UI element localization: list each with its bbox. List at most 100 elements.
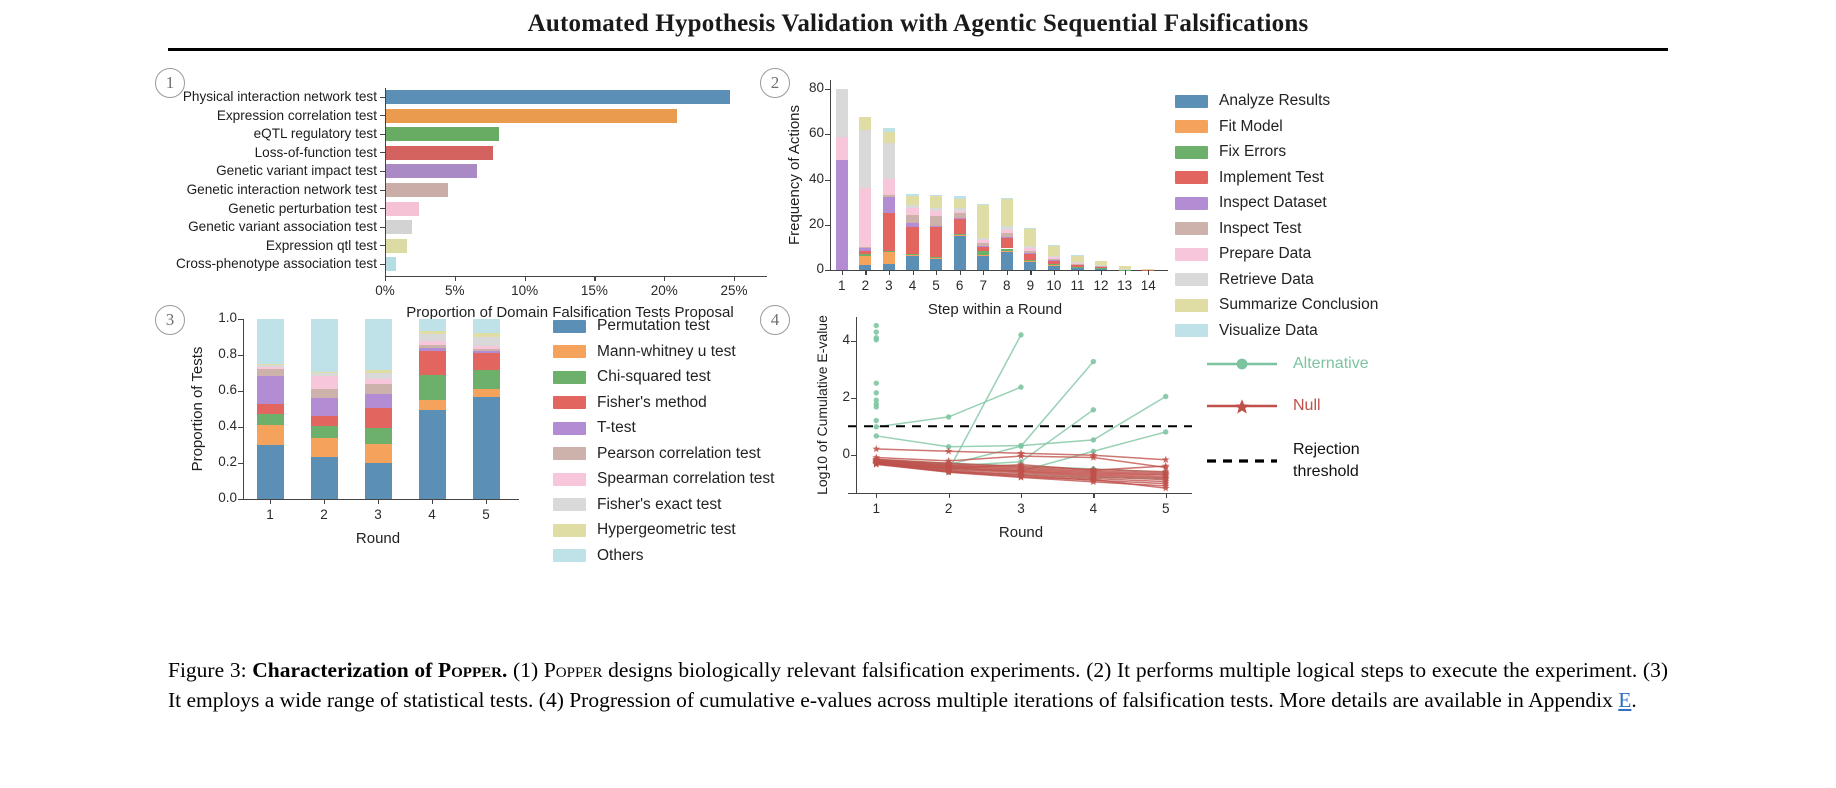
panel2-xtick xyxy=(912,270,914,275)
panel2-bar-segment xyxy=(1047,260,1061,265)
panel3-bar-segment xyxy=(418,399,446,410)
panel2-legend-item: Implement Test xyxy=(1175,169,1378,187)
panel3-xtick xyxy=(432,499,434,504)
panel3-bar-segment xyxy=(364,408,392,428)
panel2-bar-segment xyxy=(859,247,872,248)
appendix-link[interactable]: E xyxy=(1618,688,1632,712)
panel3-bar-segment xyxy=(472,319,500,333)
panel2-bar-segment xyxy=(835,89,848,137)
panel2-bar-segment xyxy=(1000,198,1013,226)
panel3-ytick xyxy=(238,463,243,465)
panel4-alternative-marker xyxy=(1163,393,1169,400)
panel1-ytick xyxy=(380,226,385,228)
panel2-bar-segment xyxy=(977,255,990,257)
panel2-ytick-label: 80 xyxy=(808,80,824,96)
panel3-ytick xyxy=(238,319,243,321)
panel4-alternative-marker xyxy=(1090,437,1097,443)
panel4-null-marker xyxy=(1089,453,1098,461)
panel1-ytick xyxy=(380,96,385,98)
panel4-null-marker xyxy=(1161,462,1170,470)
panel-4-legend: Alternative Null Rejection threshold xyxy=(1205,355,1413,507)
panel4-legend-label: Alternative xyxy=(1293,355,1369,372)
panel2-legend-item: Inspect Test xyxy=(1175,220,1378,238)
panel1-xtick-label: 5% xyxy=(445,283,465,298)
panel4-null-marker xyxy=(1089,469,1098,477)
legend-color-swatch xyxy=(553,498,586,511)
panel1-bar xyxy=(385,183,448,197)
panel3-bar-segment xyxy=(256,413,284,426)
panel2-legend-label: Inspect Dataset xyxy=(1219,194,1327,211)
panel3-xtick xyxy=(378,499,380,504)
panel2-xtick xyxy=(1006,270,1008,275)
panel3-bar-segment xyxy=(472,397,500,499)
panel2-bar-segment xyxy=(882,142,896,180)
panel3-legend-item: Pearson correlation test xyxy=(553,445,774,463)
panel4-null-marker xyxy=(1017,466,1025,474)
legend-color-swatch xyxy=(1175,324,1208,337)
panel3-xtick-label: 5 xyxy=(482,507,490,522)
panel4-alternative-marker xyxy=(873,397,879,403)
panel2-ytick xyxy=(825,179,830,181)
panel2-bar-segment xyxy=(977,240,990,244)
panel1-ytick xyxy=(380,245,385,247)
panel2-xtick-label: 7 xyxy=(979,278,987,293)
panel1-xtick-label: 0% xyxy=(375,283,395,298)
panel3-bar-segment xyxy=(364,384,392,394)
panel1-y-axis xyxy=(384,88,386,276)
legend-color-swatch xyxy=(1175,247,1208,261)
panel2-bar-segment xyxy=(953,198,966,208)
panel2-bar-segment xyxy=(882,263,896,270)
panel2-bar-segment xyxy=(1094,266,1108,268)
panel2-ytick-label: 0 xyxy=(816,261,824,276)
panel4-null-marker xyxy=(1089,466,1098,474)
panel2-bar-segment xyxy=(977,205,990,238)
panel2-bar-segment xyxy=(1071,266,1084,268)
panel4-legend-item: Rejection threshold xyxy=(1205,439,1413,483)
panel3-bar-segment xyxy=(310,388,338,399)
panel3-legend-label: Permutation test xyxy=(597,317,710,334)
panel3-xtick-label: 4 xyxy=(428,507,436,522)
panel1-category-label: Physical interaction network test xyxy=(182,89,377,104)
panel4-alternative-marker xyxy=(873,433,879,439)
star-marker-icon xyxy=(1205,397,1279,415)
panel2-bar-segment xyxy=(835,136,848,161)
panel2-bar-segment xyxy=(1000,251,1013,252)
panel2-bar-segment xyxy=(1118,269,1131,271)
panel2-xtick-label: 10 xyxy=(1046,278,1062,293)
panel3-bar-segment xyxy=(310,371,338,374)
panel3-xtick xyxy=(486,499,488,504)
panel2-bar-segment xyxy=(929,210,943,217)
panel4-null-marker xyxy=(1161,469,1170,477)
panel2-bar-segment xyxy=(953,213,966,218)
panel2-bar-segment xyxy=(1071,261,1084,263)
panel2-bar-segment xyxy=(1047,256,1061,258)
panel2-bar-segment xyxy=(1024,227,1037,229)
panel2-bar-segment xyxy=(1071,264,1084,267)
panel3-legend-item: T-test xyxy=(553,419,774,437)
panel2-xtick-label: 9 xyxy=(1026,278,1035,293)
panel1-xtick xyxy=(664,276,666,281)
caption-text-1: (1) xyxy=(507,658,544,682)
panel3-ytick xyxy=(238,499,243,501)
panel1-bar xyxy=(385,164,478,179)
panel2-bar-segment xyxy=(906,215,919,223)
panel-3-stacked-barchart: 0.0 0.2 0.4 0.6 0.8 1.0 1 2 3 4 5 Round Proportion o… xyxy=(155,303,795,547)
panel3-ytick-label: 0.8 xyxy=(218,346,237,361)
panel1-xtick-label: 25% xyxy=(720,283,748,298)
caption-text-3: . xyxy=(1631,688,1637,712)
panel2-legend-label: Retrieve Data xyxy=(1219,270,1314,288)
panel2-legend-label: Prepare Data xyxy=(1219,245,1312,262)
panel2-bar-segment xyxy=(859,254,872,257)
panel2-y-axis-title: Frequency of Actions xyxy=(786,104,803,246)
panel4-alternative-marker xyxy=(945,414,952,420)
panel2-xtick xyxy=(936,270,938,275)
panel4-alternative-marker xyxy=(873,390,879,396)
panel1-xtick xyxy=(385,276,387,281)
panel2-bar-segment xyxy=(906,226,919,254)
legend-color-swatch xyxy=(1175,298,1208,312)
panel-4-badge: 4 xyxy=(760,305,790,335)
panel2-bar-segment xyxy=(882,131,896,143)
panel3-legend-item: Fisher's method xyxy=(553,394,774,412)
panel2-ytick-label: 40 xyxy=(808,170,824,186)
legend-color-swatch xyxy=(553,523,586,537)
